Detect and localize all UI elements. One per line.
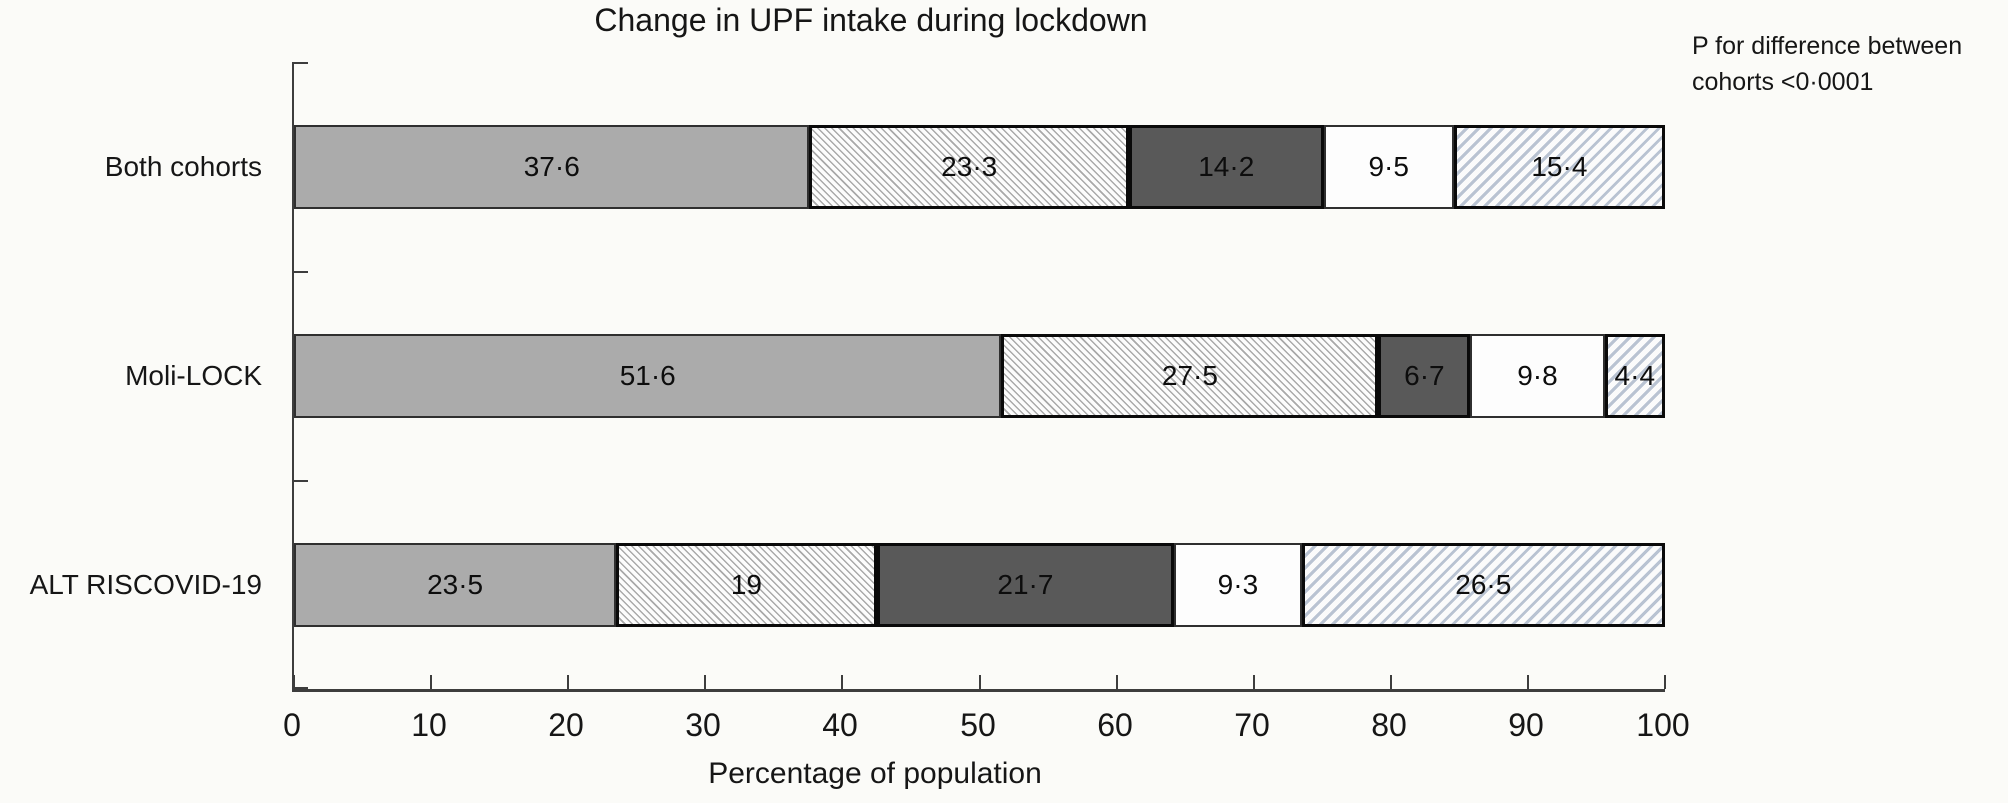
y-axis-tick bbox=[294, 480, 308, 482]
bar-segment: 4·4 bbox=[1604, 334, 1665, 418]
bar-segment-value: 4·4 bbox=[1614, 360, 1656, 391]
x-axis-tick bbox=[430, 675, 432, 689]
bar-segment-value: 26·5 bbox=[1455, 569, 1512, 600]
x-axis-tick bbox=[1116, 675, 1118, 689]
x-axis-tick-label: 70 bbox=[1234, 707, 1270, 743]
bar-row: 23·5 19 21·7 9·3 26·5 bbox=[294, 543, 1665, 627]
x-axis-tick bbox=[841, 675, 843, 689]
category-label: Moli-LOCK bbox=[125, 360, 262, 391]
x-axis-tick bbox=[704, 675, 706, 689]
plot-area: 37·6 23·3 14·2 9·5 15·4 51·6 27·5 6·7 9·8 4·4 23·5… bbox=[292, 62, 1666, 692]
x-axis-tick-label: 60 bbox=[1097, 707, 1133, 743]
x-axis-tick bbox=[1253, 675, 1255, 689]
bar-segment: 9·8 bbox=[1470, 334, 1605, 418]
x-axis-tick-label: 90 bbox=[1508, 707, 1544, 743]
bar-segment-value: 19 bbox=[730, 569, 762, 600]
p-value-annotation-line1: P for difference between bbox=[1692, 32, 1963, 60]
p-value-annotation: P for difference between cohorts <0·0001 bbox=[1692, 28, 2008, 100]
bar-segment: 23·5 bbox=[294, 543, 617, 627]
bar-segment-value: 23·3 bbox=[941, 151, 998, 182]
bar-segment: 51·6 bbox=[294, 334, 1002, 418]
y-axis-tick bbox=[294, 62, 308, 64]
x-axis-label: Percentage of population bbox=[708, 757, 1042, 790]
x-axis-tick bbox=[1664, 675, 1666, 689]
bar-segment: 21·7 bbox=[876, 543, 1175, 627]
p-value-annotation-line2: cohorts <0·0001 bbox=[1692, 68, 1874, 96]
bar-segment-value: 9·5 bbox=[1368, 151, 1409, 182]
bar-segment-value: 21·7 bbox=[997, 569, 1054, 600]
bar-segment: 9·5 bbox=[1323, 125, 1454, 209]
bar-segment: 19 bbox=[616, 543, 877, 627]
y-axis-tick bbox=[294, 271, 308, 273]
bar-row: 51·6 27·5 6·7 9·8 4·4 bbox=[294, 334, 1665, 418]
bar-segment-value: 6·7 bbox=[1404, 360, 1445, 391]
x-axis-tick-label: 50 bbox=[960, 707, 996, 743]
bar-segment-value: 51·6 bbox=[619, 360, 676, 391]
bar-segment: 14·2 bbox=[1128, 125, 1324, 209]
x-axis-tick-label: 30 bbox=[685, 707, 721, 743]
bar-segment-value: 9·3 bbox=[1217, 569, 1259, 600]
bar-segment: 27·5 bbox=[1001, 334, 1379, 418]
bar-segment: 6·7 bbox=[1378, 334, 1471, 418]
x-axis-tick-label: 10 bbox=[411, 707, 447, 743]
bar-segment-value: 27·5 bbox=[1161, 360, 1218, 391]
bar-segment-value: 23·5 bbox=[427, 569, 484, 600]
x-axis-tick-label: 0 bbox=[283, 707, 301, 743]
bar-segment-value: 15·4 bbox=[1531, 151, 1588, 182]
bar-segment: 26·5 bbox=[1301, 543, 1665, 627]
x-axis-tick-label: 20 bbox=[548, 707, 584, 743]
bar-segment-value: 14·2 bbox=[1198, 151, 1255, 182]
bar-segment: 9·3 bbox=[1174, 543, 1302, 627]
bar-segment: 15·4 bbox=[1453, 125, 1665, 209]
x-axis-tick bbox=[979, 675, 981, 689]
category-label: ALT RISCOVID-19 bbox=[29, 569, 262, 600]
category-label: Both cohorts bbox=[104, 151, 262, 182]
bar-row: 37·6 23·3 14·2 9·5 15·4 bbox=[294, 125, 1665, 209]
x-axis-tick-label: 40 bbox=[822, 707, 858, 743]
x-axis-tick-label: 80 bbox=[1371, 707, 1407, 743]
x-axis-tick bbox=[1527, 675, 1529, 689]
x-axis-tick bbox=[293, 675, 295, 689]
y-axis-tick bbox=[294, 687, 308, 689]
bar-segment-value: 9·8 bbox=[1517, 360, 1558, 391]
x-axis-tick bbox=[567, 675, 569, 689]
x-axis-tick bbox=[1390, 675, 1392, 689]
bar-segment: 23·3 bbox=[809, 125, 1129, 209]
x-axis-tick-label: 100 bbox=[1636, 707, 1690, 743]
bar-segment: 37·6 bbox=[294, 125, 810, 209]
bar-segment-value: 37·6 bbox=[523, 151, 580, 182]
chart-title: Change in UPF intake during lockdown bbox=[594, 2, 1148, 38]
